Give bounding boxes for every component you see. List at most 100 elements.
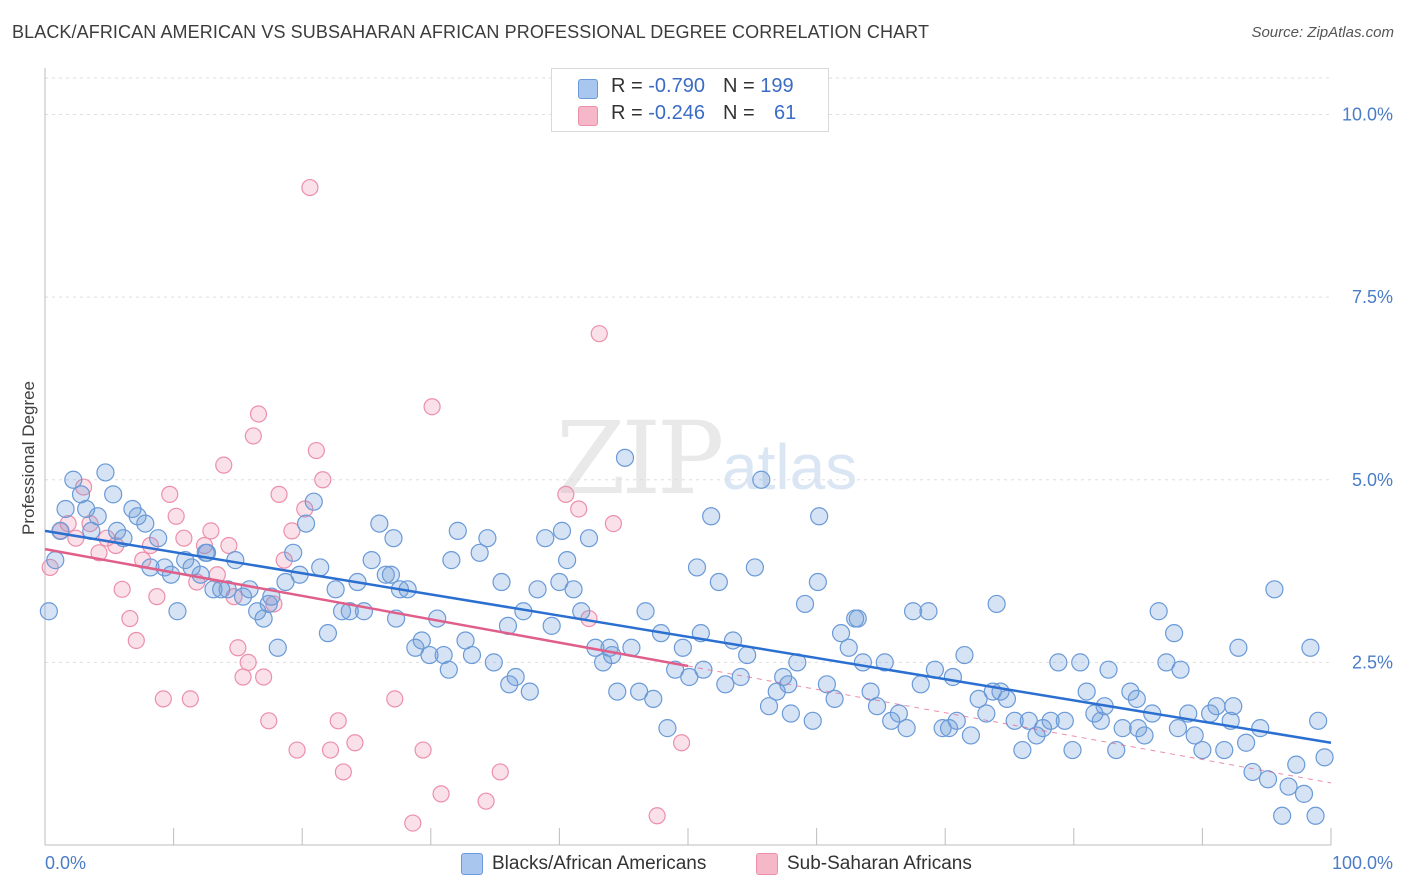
data-point-blacks (1306, 806, 1325, 825)
data-point-blacks (520, 682, 539, 701)
data-point-blacks (1165, 624, 1184, 643)
legend-n-label: N = (722, 102, 761, 124)
data-point-blacks (51, 521, 70, 540)
data-point-blacks (882, 711, 901, 730)
legend-r-value: -0.246 (648, 102, 705, 124)
data-point-blacks (687, 558, 707, 577)
data-point-subsaharan (491, 763, 509, 781)
data-point-subsaharan (604, 514, 623, 533)
data-point-blacks (579, 529, 599, 548)
data-point-blacks (536, 529, 555, 548)
data-point-blacks (542, 616, 561, 635)
data-point-blacks (947, 711, 966, 730)
data-point-blacks (1128, 719, 1148, 738)
data-point-blacks (500, 675, 519, 694)
chart-title: BLACK/AFRICAN AMERICAN VS SUBSAHARAN AFR… (12, 22, 930, 42)
data-point-blacks (128, 507, 147, 526)
data-point-blacks (1013, 740, 1032, 760)
axis-labels: 2.5% 5.0% 7.5% 10.0% 0.0% 100.0% Professional … (19, 105, 1393, 873)
data-point-blacks (1273, 806, 1292, 825)
watermark-zip: ZIP (556, 400, 724, 517)
data-point-blacks (370, 514, 389, 533)
data-point-subsaharan (557, 485, 575, 503)
data-point-blacks (233, 587, 253, 606)
data-point-blacks (1215, 740, 1234, 760)
data-point-subsaharan (307, 441, 325, 460)
data-point-blacks (1193, 740, 1212, 760)
data-point-blacks (810, 507, 829, 526)
data-point-blacks (1027, 726, 1046, 745)
data-point-subsaharan (321, 741, 340, 759)
data-point-blacks (875, 653, 894, 672)
data-point-blacks (853, 653, 872, 672)
data-point-blacks (1157, 653, 1176, 672)
data-point-blacks (218, 580, 237, 599)
y-tick-label: 10.0% (1342, 105, 1393, 125)
data-point-blacks (564, 580, 583, 599)
data-point-blacks (939, 719, 959, 738)
data-point-blacks (96, 463, 115, 482)
data-point-blacks (240, 580, 259, 599)
legend-n-value: 61 (773, 102, 797, 124)
data-point-blacks (550, 572, 569, 592)
data-point-blacks (673, 638, 692, 657)
data-point-blacks (1071, 653, 1090, 672)
data-point-blacks (943, 667, 963, 687)
data-point-blacks (1237, 733, 1256, 752)
data-point-blacks (191, 565, 210, 584)
data-point-blacks (39, 602, 58, 621)
legend-stats-blacks: R = -0.790 N = 199 (611, 75, 794, 98)
data-point-subsaharan (229, 639, 247, 657)
data-point-blacks (1149, 602, 1168, 621)
correlation-legend: R = -0.790 N = 199 R = -0.246 N = 61 (551, 68, 829, 132)
data-point-blacks (406, 638, 425, 657)
data-point-blacks (478, 529, 497, 548)
data-point-blacks (961, 726, 981, 745)
data-point-blacks (1107, 740, 1126, 760)
y-tick-label: 7.5% (1352, 287, 1393, 307)
data-point-blacks (867, 697, 887, 716)
data-point-blacks (1055, 711, 1074, 730)
data-point-subsaharan (301, 178, 319, 197)
data-point-subsaharan (113, 580, 131, 598)
legend-n-label: N = (722, 75, 761, 97)
legend-n-value: 199 (760, 75, 794, 97)
data-point-blacks (1033, 719, 1053, 738)
data-point-blacks (1168, 719, 1188, 738)
legend-r-label: R = (611, 102, 649, 124)
data-point-blacks (462, 645, 482, 665)
data-point-blacks (412, 631, 431, 650)
data-point-blacks (1049, 653, 1068, 672)
data-point-blacks (296, 514, 316, 533)
data-point-subsaharan (672, 734, 691, 752)
data-point-subsaharan (154, 690, 172, 708)
data-point-blacks (1309, 711, 1328, 730)
data-point-blacks (268, 638, 287, 657)
data-point-blacks (46, 551, 65, 570)
data-point-subsaharan (175, 529, 193, 547)
legend-swatch-blue (578, 79, 598, 99)
data-point-blacks (848, 609, 867, 628)
trend-line-blacks (44, 529, 1332, 744)
legend-r-label: R = (611, 75, 649, 97)
legend-swatch-pink (578, 106, 598, 126)
data-point-subsaharan (570, 500, 588, 518)
data-point-blacks (492, 572, 511, 592)
x-tick-label-min: 0.0% (45, 853, 86, 873)
data-point-subsaharan (386, 690, 404, 708)
data-point-blacks (745, 558, 764, 577)
data-point-blacks (470, 543, 489, 562)
data-point-blacks (630, 682, 649, 701)
data-point-blacks (825, 689, 844, 709)
data-point-blacks (1063, 740, 1082, 760)
series-sub-saharan-points (41, 178, 691, 832)
data-point-subsaharan (59, 514, 77, 533)
data-point-subsaharan (90, 544, 108, 562)
trend-line-subsaharan-extended (687, 665, 1332, 784)
data-point-subsaharan (121, 609, 139, 628)
data-point-blacks (911, 675, 930, 694)
data-point-blacks (759, 697, 779, 716)
data-point-blacks (644, 689, 663, 709)
data-point-subsaharan (270, 485, 288, 503)
data-point-blacks (969, 689, 988, 709)
